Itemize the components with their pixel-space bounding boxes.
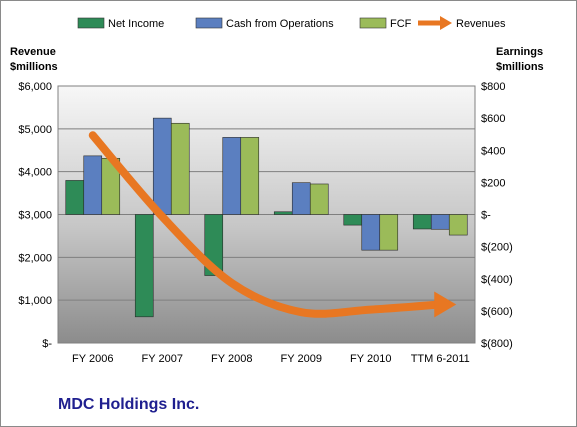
right-tick-label: $600: [481, 113, 505, 125]
legend: Net Income Cash from Operations FCF Revenue…: [77, 16, 506, 30]
bar-cash-from-operations-5: [430, 214, 450, 230]
bar-fcf-1: [170, 122, 190, 215]
bar-fcf-3: [309, 183, 329, 215]
x-tick-label: TTM 6-2011: [411, 353, 470, 365]
company-name: MDC Holdings Inc.: [58, 396, 200, 413]
right-tick-label: $(400): [481, 274, 513, 286]
right-tick-label: $(600): [481, 306, 513, 318]
legend-label: Cash from Operations: [226, 18, 334, 30]
right-tick-label: $800: [481, 81, 505, 93]
bars: [65, 117, 468, 318]
bar-net-income-4: [343, 214, 363, 226]
bar-cash-from-operations-2: [222, 137, 242, 215]
right-axis-title-line2: $millions: [496, 61, 544, 73]
left-tick-label: $2,000: [18, 252, 52, 264]
left-tick-label: $-: [42, 338, 52, 350]
right-tick-label: $(800): [481, 338, 513, 350]
x-tick-label: FY 2006: [72, 353, 113, 365]
bar-fcf-5: [448, 214, 468, 236]
bar-net-income-1: [134, 214, 154, 318]
right-tick-label: $-: [481, 210, 491, 222]
right-tick-label: $(200): [481, 242, 513, 254]
x-axis: FY 2006 FY 2007 FY 2008 FY 2009 FY 2010 TTM 6…: [72, 353, 470, 365]
right-axis-title-line1: Earnings: [496, 46, 543, 58]
x-tick-label: FY 2010: [350, 353, 391, 365]
left-tick-label: $1,000: [18, 295, 52, 307]
x-tick-label: FY 2007: [142, 353, 183, 365]
left-axis-title-line1: Revenue: [10, 46, 56, 58]
left-axis: $- $1,000 $2,000 $3,000 $4,000 $5,000 $6,000: [18, 81, 52, 350]
bar-fcf-2: [240, 137, 260, 215]
legend-swatch-arrow: [440, 16, 452, 30]
right-tick-label: $400: [481, 145, 505, 157]
legend-swatch: [195, 17, 223, 29]
bar-cash-from-operations-0: [83, 155, 103, 215]
bar-fcf-4: [379, 214, 399, 251]
revenue-curve: [88, 131, 445, 318]
right-tick-label: $200: [481, 177, 505, 189]
x-tick-label: FY 2009: [281, 353, 322, 365]
legend-swatch: [77, 17, 105, 29]
left-axis-title-line2: $millions: [10, 61, 58, 73]
bar-net-income-3: [273, 211, 293, 215]
bar-cash-from-operations-1: [152, 117, 172, 215]
right-axis: $(800) $(600) $(400) $(200) $- $200 $400 $600 $8…: [481, 81, 513, 350]
left-tick-label: $5,000: [18, 124, 52, 136]
bar-net-income-5: [412, 214, 432, 230]
legend-label: Net Income: [108, 18, 164, 30]
legend-label: FCF: [390, 18, 412, 30]
bar-cash-from-operations-4: [361, 214, 381, 251]
bar-cash-from-operations-3: [291, 182, 311, 215]
x-tick-label: FY 2008: [211, 353, 252, 365]
left-tick-label: $6,000: [18, 81, 52, 93]
left-tick-label: $4,000: [18, 167, 52, 179]
revenue-line: [88, 131, 457, 318]
bar-net-income-0: [65, 180, 85, 215]
legend-label: Revenues: [456, 18, 506, 30]
revenue-arrowhead: [434, 291, 457, 318]
left-tick-label: $3,000: [18, 210, 52, 222]
legend-swatch: [359, 17, 387, 29]
